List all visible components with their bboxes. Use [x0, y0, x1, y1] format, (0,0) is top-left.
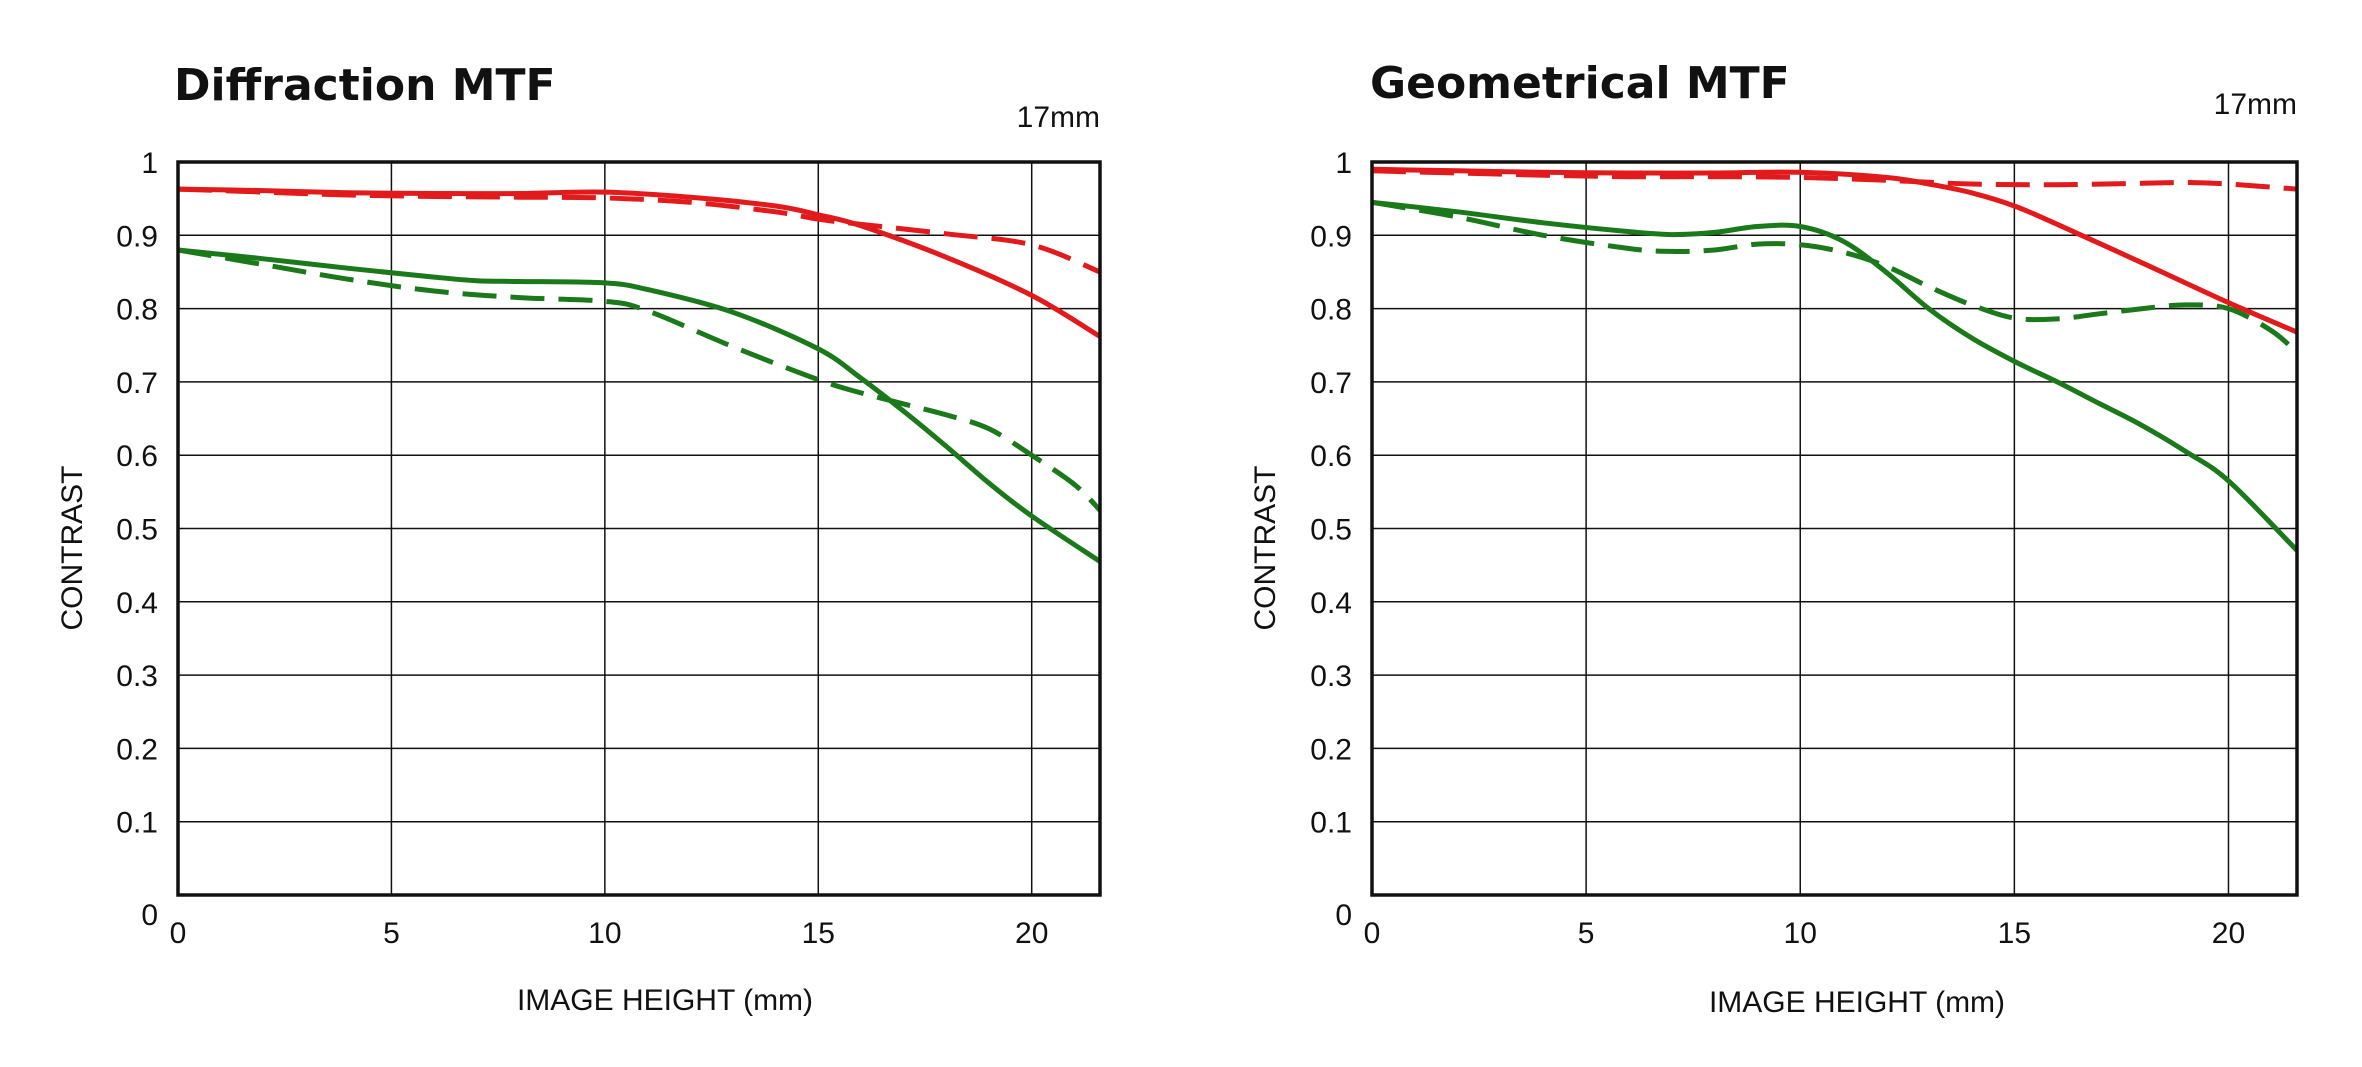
y-tick-label: 0: [141, 899, 158, 932]
diffraction-mtf-chart: Diffraction MTF 17mm IMAGE HEIGHT (mm) C…: [56, 60, 1102, 1017]
y-tick-label: 0.8: [1310, 294, 1352, 327]
chart-title: Diffraction MTF: [174, 60, 556, 111]
y-tick-label: 1: [1335, 147, 1352, 180]
grid-lines: [178, 162, 1100, 895]
series-line-1: [177, 186, 1101, 275]
x-tick-label: 10: [1784, 917, 1817, 950]
y-tick-label: 0.6: [116, 440, 158, 473]
y-tick-label: 0.4: [1310, 587, 1352, 620]
y-tick-label: 0.4: [116, 587, 158, 620]
focal-length-label: 17mm: [2214, 88, 2297, 121]
y-tick-label: 0: [1335, 899, 1352, 932]
x-tick-label: 10: [588, 917, 621, 950]
x-tick-label: 0: [1364, 917, 1381, 950]
x-axis-label: IMAGE HEIGHT (mm): [517, 984, 813, 1017]
tick-labels: 0 5 10 15 20 0 0.1 0.2 0.3 0.4 0.5 0.6 0.7 0.8 0.9 1: [1310, 147, 2245, 950]
tick-labels: 0 5 10 15 20 0 0.1 0.2 0.3 0.4 0.5 0.6 0.7 0.8 0.9 1: [116, 147, 1048, 950]
y-tick-label: 0.3: [116, 660, 158, 693]
series-line-1: [1371, 168, 2298, 192]
plot-frame: [1370, 160, 2299, 897]
y-tick-label: 0.9: [1310, 220, 1352, 253]
series-line-2: [1371, 199, 2299, 553]
y-tick-label: 0.2: [116, 733, 158, 766]
y-tick-label: 0.7: [116, 367, 158, 400]
x-tick-label: 15: [802, 917, 835, 950]
plot-frame: [176, 160, 1102, 897]
y-tick-label: 0.9: [116, 220, 158, 253]
x-tick-label: 20: [2212, 917, 2245, 950]
x-tick-label: 0: [170, 917, 187, 950]
geometrical-mtf-chart: Geometrical MTF 17mm IMAGE HEIGHT (mm) C…: [1249, 58, 2299, 1019]
series-lines: [177, 186, 1102, 564]
chart-title: Geometrical MTF: [1370, 58, 1790, 109]
y-tick-label: 0.2: [1310, 733, 1352, 766]
y-axis-label: CONTRAST: [56, 466, 89, 631]
y-axis-label: CONTRAST: [1249, 466, 1282, 631]
grid-lines: [1372, 162, 2297, 895]
series-line-3: [177, 247, 1102, 512]
y-tick-label: 0.5: [116, 514, 158, 547]
x-tick-label: 15: [1998, 917, 2031, 950]
y-tick-label: 0.8: [116, 294, 158, 327]
series-line-2: [177, 247, 1102, 564]
y-tick-label: 1: [141, 147, 158, 180]
x-tick-label: 5: [383, 917, 400, 950]
series-line-3: [1371, 199, 2299, 355]
focal-length-label: 17mm: [1017, 101, 1100, 134]
x-tick-label: 5: [1578, 917, 1595, 950]
y-tick-label: 0.1: [116, 807, 158, 840]
x-axis-label: IMAGE HEIGHT (mm): [1709, 986, 2005, 1019]
y-tick-label: 0.6: [1310, 440, 1352, 473]
y-tick-label: 0.3: [1310, 660, 1352, 693]
y-tick-label: 0.5: [1310, 514, 1352, 547]
series-lines: [1371, 166, 2299, 553]
series-line-0: [1371, 166, 2298, 335]
x-tick-label: 20: [1015, 917, 1048, 950]
y-tick-label: 0.1: [1310, 807, 1352, 840]
y-tick-label: 0.7: [1310, 367, 1352, 400]
